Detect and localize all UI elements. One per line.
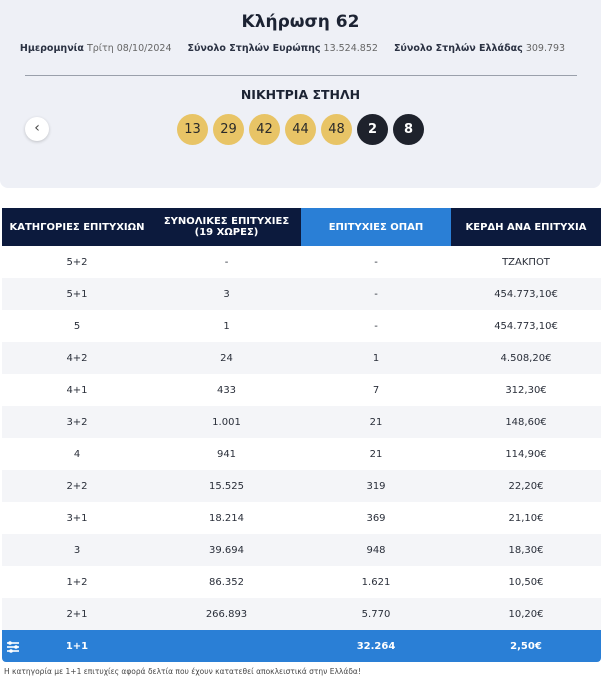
table-cell <box>152 630 301 662</box>
table-cell: 7 <box>372 384 380 396</box>
number-ball: 48 <box>321 114 352 145</box>
table-cell: 1+1 <box>65 640 89 652</box>
table-cell: 24 <box>220 352 233 364</box>
table-cell: 941 <box>216 448 237 460</box>
table-cell: 15.525 <box>209 480 244 492</box>
filter-icon[interactable] <box>6 639 20 653</box>
number-ball: 29 <box>213 114 244 145</box>
table-cell: 4 <box>73 448 81 460</box>
number-ball: 42 <box>249 114 280 145</box>
star-ball: 2 <box>357 114 388 145</box>
table-cell: 454.773,10€ <box>494 320 558 332</box>
table-cell: 5+2 <box>66 256 88 268</box>
table-row <box>2 374 601 406</box>
table-row <box>2 598 601 630</box>
table-cell: 266.893 <box>205 608 248 620</box>
table-cell: 18.214 <box>209 512 244 524</box>
filter-icon-svg <box>7 641 19 653</box>
table-cell: ΤΖΑΚΠΟΤ <box>502 256 550 268</box>
table-cell: 1 <box>372 352 380 364</box>
star-ball: 8 <box>393 114 424 145</box>
table-cell: 4+2 <box>66 352 88 364</box>
table-cell: 39.694 <box>209 544 244 556</box>
table-cell: 454.773,10€ <box>494 288 558 300</box>
table-cell: 10,20€ <box>508 608 544 620</box>
table-cell: 148,60€ <box>505 416 547 428</box>
table-row <box>2 278 601 310</box>
table-cell: 4+1 <box>66 384 88 396</box>
column-header: ΚΑΤΗΓΟΡΙΕΣ ΕΠΙΤΥΧΙΩΝ <box>2 208 152 246</box>
table-cell: 1 <box>223 320 230 332</box>
table-cell: 2+2 <box>66 480 88 492</box>
winning-title: ΝΙΚΗΤΡΙΑ ΣΤΗΛΗ <box>240 87 361 102</box>
table-cell: 4.508,20€ <box>500 352 552 364</box>
table-row <box>2 310 601 342</box>
table-row <box>2 342 601 374</box>
table-cell: 1.001 <box>212 416 241 428</box>
table-cell: 3+1 <box>66 512 88 524</box>
table-cell: - <box>374 256 378 268</box>
table-cell: 369 <box>366 512 386 524</box>
table-cell: 1.621 <box>361 576 391 588</box>
table-cell: 312,30€ <box>505 384 547 396</box>
table-cell: 3+2 <box>66 416 88 428</box>
table-cell: 1+2 <box>66 576 88 588</box>
table-cell: 22,20€ <box>508 480 544 492</box>
table-cell: 2+1 <box>66 608 88 620</box>
table-row <box>2 406 601 438</box>
table-row <box>2 246 601 278</box>
table-cell: 5+1 <box>66 288 88 300</box>
table-cell: - <box>374 320 378 332</box>
info-label: Σύνολο Στηλών Ελλάδας <box>393 43 523 54</box>
column-header: ΚΕΡΔΗ ΑΝΑ ΕΠΙΤΥΧΙΑ <box>451 208 601 246</box>
info-value: 309.793 <box>525 43 566 54</box>
footnote: Η κατηγορία με 1+1 επιτυχίες αφορά δελτί… <box>4 667 361 676</box>
table-row <box>2 502 601 534</box>
table-cell: - <box>224 256 229 268</box>
back-button[interactable]: ‹ <box>25 117 49 141</box>
info-label: Ημερομηνία <box>19 43 84 54</box>
table-cell: 114,90€ <box>505 448 547 460</box>
table-cell: 2,50€ <box>510 640 542 652</box>
info-label: Σύνολο Στηλών Ευρώπης <box>187 43 321 54</box>
divider <box>25 75 577 76</box>
info-value: 13.524.852 <box>323 43 378 54</box>
table-cell: 86.352 <box>209 576 244 588</box>
table-cell: 3 <box>223 288 230 300</box>
draw-info: Ημερομηνία Τρίτη 08/10/2024 Σύνολο Στηλών… <box>0 43 601 54</box>
table-cell: 21 <box>369 448 383 460</box>
info-value: Τρίτη 08/10/2024 <box>86 43 172 54</box>
table-row <box>2 630 601 662</box>
number-ball: 13 <box>177 114 208 145</box>
table-cell: - <box>374 288 378 300</box>
table-cell: 21 <box>369 416 383 428</box>
table-cell: 10,50€ <box>508 576 544 588</box>
table-cell: 21,10€ <box>508 512 544 524</box>
number-ball: 44 <box>285 114 316 145</box>
table-row <box>2 470 601 502</box>
table-cell: 3 <box>73 544 81 556</box>
table-row <box>2 438 601 470</box>
table-cell: 948 <box>366 544 386 556</box>
table-cell: 5.770 <box>361 608 391 620</box>
table-row <box>2 566 601 598</box>
table-row <box>2 534 601 566</box>
table-cell: 18,30€ <box>508 544 544 556</box>
table-cell: 32.264 <box>356 640 396 652</box>
table-cell: 433 <box>216 384 237 396</box>
column-header: ΣΥΝΟΛΙΚΕΣ ΕΠΙΤΥΧΙΕΣ (19 ΧΩΡΕΣ) <box>152 208 301 246</box>
draw-title: Κλήρωση 62 <box>241 12 360 32</box>
table-cell: 319 <box>366 480 386 492</box>
table-cell: 5 <box>73 320 81 332</box>
column-header: ΕΠΙΤΥΧΙΕΣ ΟΠΑΠ <box>301 208 451 246</box>
draw-card <box>0 0 601 188</box>
